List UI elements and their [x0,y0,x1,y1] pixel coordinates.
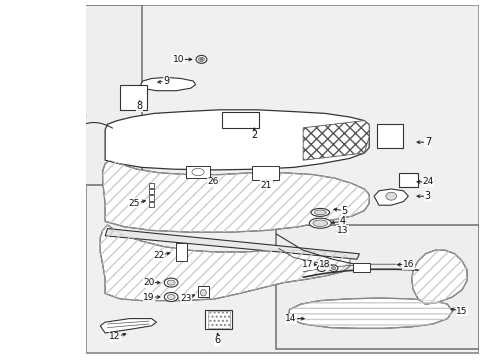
Bar [14,90,43,104]
Bar [149,202,154,207]
Ellipse shape [167,294,175,300]
Ellipse shape [191,168,204,176]
Text: 3: 3 [424,191,430,201]
Bar [0,354,488,360]
Bar [149,183,154,188]
Bar [398,173,417,187]
Text: 25: 25 [128,199,140,208]
Text: 24: 24 [421,177,433,186]
Text: 19: 19 [143,292,155,302]
Ellipse shape [198,57,204,62]
Ellipse shape [167,280,175,285]
Bar [176,243,186,261]
Ellipse shape [317,265,325,271]
Text: 14: 14 [285,314,296,323]
Text: 21: 21 [260,181,272,190]
Bar [352,263,369,272]
Ellipse shape [164,278,178,287]
Polygon shape [303,121,368,160]
Polygon shape [12,106,85,121]
Polygon shape [141,77,195,91]
Bar [0,0,488,5]
Bar [2,5,142,185]
Bar [207,311,229,328]
Bar [185,166,210,178]
Bar [222,112,259,128]
Text: 22: 22 [153,251,164,260]
Text: 7: 7 [424,137,430,147]
FancyBboxPatch shape [20,239,81,274]
Bar [251,166,278,180]
Bar [205,310,232,329]
Polygon shape [100,319,156,333]
Ellipse shape [196,55,206,63]
Bar [120,85,146,110]
Ellipse shape [164,292,178,302]
Polygon shape [100,225,349,301]
Text: 16: 16 [402,260,413,269]
Text: 2: 2 [251,130,257,140]
Text: 12: 12 [109,332,121,341]
Text: 27: 27 [45,96,57,105]
Text: 10: 10 [172,55,184,64]
Text: 15: 15 [455,307,467,316]
Bar [276,225,478,349]
Text: 11: 11 [33,264,45,273]
Text: 4: 4 [339,216,345,226]
Text: 6: 6 [214,335,220,345]
Bar [85,5,478,353]
Text: 17: 17 [302,260,313,269]
Polygon shape [411,250,466,304]
Text: 18: 18 [319,260,330,269]
Polygon shape [102,160,368,232]
Bar [478,0,488,360]
Bar [0,0,85,360]
Ellipse shape [312,220,327,226]
Ellipse shape [200,59,202,60]
Text: 8: 8 [136,101,142,111]
Ellipse shape [200,289,206,296]
Polygon shape [105,229,359,259]
Bar [376,124,403,148]
Polygon shape [288,298,451,328]
Ellipse shape [331,266,335,270]
Text: 1: 1 [36,123,42,133]
Ellipse shape [310,208,329,216]
Ellipse shape [314,210,325,215]
Text: 26: 26 [206,177,218,186]
Text: 23: 23 [180,294,191,303]
Text: 9: 9 [163,76,169,86]
Ellipse shape [328,265,337,271]
Ellipse shape [308,218,331,228]
Ellipse shape [319,266,323,270]
Text: 13: 13 [336,226,347,235]
Bar [149,189,154,194]
Bar [149,195,154,201]
Polygon shape [373,189,407,205]
Polygon shape [105,110,368,170]
Ellipse shape [385,192,396,200]
Bar [198,286,208,297]
Text: 20: 20 [143,278,155,287]
Text: 5: 5 [341,206,347,216]
